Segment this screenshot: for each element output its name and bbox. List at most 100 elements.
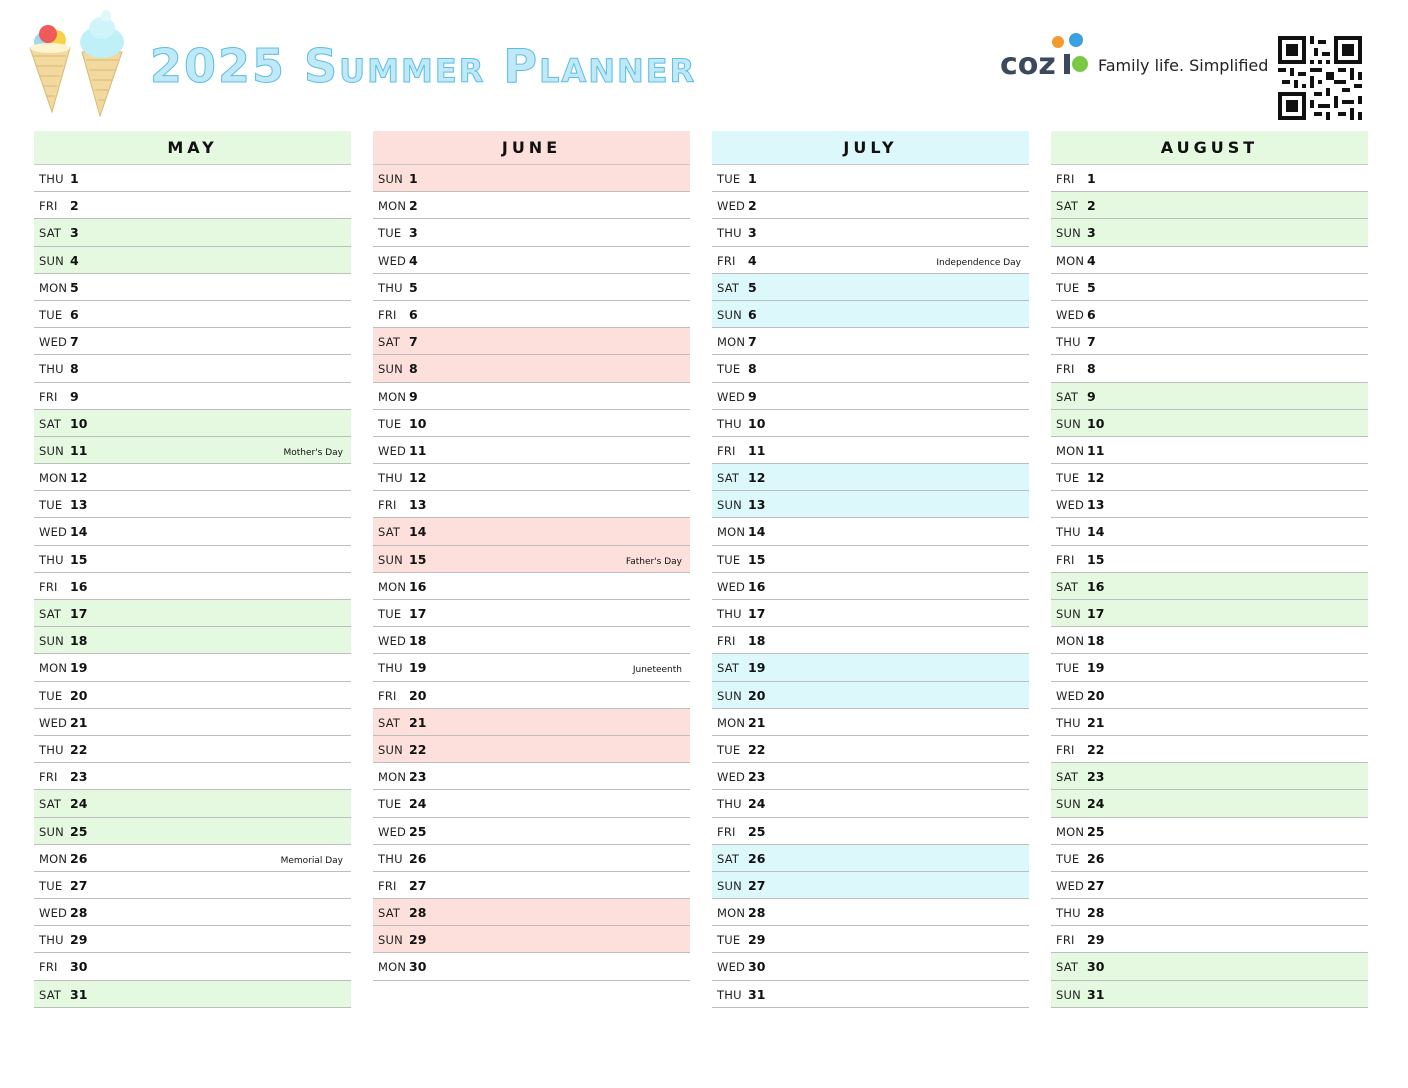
day-row[interactable]: SAT 31: [34, 980, 351, 1008]
day-row[interactable]: WED 9: [712, 383, 1029, 410]
day-row[interactable]: MON 4: [1051, 247, 1368, 274]
day-row[interactable]: THU 3: [712, 219, 1029, 247]
day-row[interactable]: SAT 12: [712, 464, 1029, 492]
day-row[interactable]: TUE 10: [373, 410, 690, 437]
day-row[interactable]: THU 21: [1051, 709, 1368, 736]
day-row[interactable]: SAT 28: [373, 899, 690, 927]
day-row[interactable]: FRI 20: [373, 682, 690, 709]
day-row[interactable]: TUE 27: [34, 872, 351, 900]
day-row[interactable]: SUN 22: [373, 735, 690, 764]
day-row[interactable]: FRI 4 Independence Day: [712, 247, 1029, 274]
day-row[interactable]: TUE 29: [712, 926, 1029, 954]
day-row[interactable]: FRI 8: [1051, 355, 1368, 383]
day-row[interactable]: MON 18: [1051, 627, 1368, 655]
day-row[interactable]: FRI 23: [34, 763, 351, 791]
day-row[interactable]: THU 17: [712, 600, 1029, 628]
day-row[interactable]: FRI 11: [712, 437, 1029, 465]
day-row[interactable]: MON 25: [1051, 818, 1368, 845]
day-row[interactable]: TUE 19: [1051, 654, 1368, 682]
day-row[interactable]: SUN 15 Father's Day: [373, 545, 690, 573]
day-row[interactable]: THU 5: [373, 274, 690, 301]
day-row[interactable]: MON 2: [373, 192, 690, 220]
day-row[interactable]: WED 27: [1051, 872, 1368, 900]
day-row[interactable]: THU 26: [373, 845, 690, 872]
day-row[interactable]: SAT 10: [34, 409, 351, 437]
day-row[interactable]: FRI 16: [34, 573, 351, 600]
day-row[interactable]: SUN 4: [34, 246, 351, 274]
day-row[interactable]: TUE 24: [373, 790, 690, 818]
day-row[interactable]: SUN 20: [712, 681, 1029, 709]
day-row[interactable]: SAT 23: [1051, 763, 1368, 791]
day-row[interactable]: TUE 1: [712, 165, 1029, 193]
day-row[interactable]: THU 19 Juneteenth: [373, 654, 690, 682]
day-row[interactable]: THU 14: [1051, 518, 1368, 546]
day-row[interactable]: FRI 6: [373, 301, 690, 329]
day-row[interactable]: SUN 6: [712, 300, 1029, 329]
day-row[interactable]: SAT 30: [1051, 953, 1368, 981]
day-row[interactable]: SUN 11 Mother's Day: [34, 436, 351, 465]
day-row[interactable]: SUN 10: [1051, 409, 1368, 437]
day-row[interactable]: THU 28: [1051, 899, 1368, 927]
day-row[interactable]: MON 28: [712, 899, 1029, 927]
day-row[interactable]: SAT 24: [34, 790, 351, 818]
day-row[interactable]: TUE 8: [712, 355, 1029, 383]
day-row[interactable]: THU 31: [712, 981, 1029, 1008]
day-row[interactable]: WED 30: [712, 953, 1029, 981]
day-row[interactable]: THU 12: [373, 464, 690, 492]
day-row[interactable]: SAT 14: [373, 518, 690, 546]
day-row[interactable]: SUN 17: [1051, 600, 1368, 628]
day-row[interactable]: WED 13: [1051, 491, 1368, 519]
day-row[interactable]: WED 20: [1051, 682, 1368, 709]
day-row[interactable]: FRI 30: [34, 953, 351, 981]
day-row[interactable]: FRI 25: [712, 818, 1029, 845]
day-row[interactable]: WED 14: [34, 518, 351, 546]
day-row[interactable]: FRI 9: [34, 383, 351, 410]
day-row[interactable]: SAT 16: [1051, 572, 1368, 600]
day-row[interactable]: WED 23: [712, 763, 1029, 791]
day-row[interactable]: SUN 25: [34, 817, 351, 845]
day-row[interactable]: MON 23: [373, 763, 690, 791]
day-row[interactable]: WED 7: [34, 328, 351, 356]
day-row[interactable]: TUE 17: [373, 600, 690, 628]
day-row[interactable]: WED 11: [373, 437, 690, 465]
day-row[interactable]: WED 16: [712, 573, 1029, 600]
day-row[interactable]: FRI 29: [1051, 926, 1368, 954]
day-row[interactable]: SAT 2: [1051, 192, 1368, 220]
day-row[interactable]: SUN 29: [373, 926, 690, 954]
day-row[interactable]: TUE 13: [34, 491, 351, 519]
day-row[interactable]: SAT 19: [712, 654, 1029, 682]
day-row[interactable]: TUE 6: [34, 301, 351, 329]
day-row[interactable]: THU 1: [34, 165, 351, 193]
day-row[interactable]: SAT 26: [712, 844, 1029, 872]
day-row[interactable]: SUN 24: [1051, 790, 1368, 818]
day-row[interactable]: TUE 20: [34, 682, 351, 709]
day-row[interactable]: SUN 13: [712, 491, 1029, 519]
day-row[interactable]: SAT 3: [34, 219, 351, 247]
day-row[interactable]: SAT 9: [1051, 382, 1368, 410]
day-row[interactable]: FRI 13: [373, 491, 690, 519]
day-row[interactable]: WED 25: [373, 818, 690, 845]
day-row[interactable]: MON 12: [34, 464, 351, 492]
day-row[interactable]: TUE 12: [1051, 464, 1368, 492]
day-row[interactable]: THU 10: [712, 410, 1029, 437]
day-row[interactable]: MON 14: [712, 518, 1029, 546]
day-row[interactable]: THU 8: [34, 355, 351, 383]
day-row[interactable]: MON 30: [373, 953, 690, 981]
day-row[interactable]: FRI 18: [712, 627, 1029, 655]
day-row[interactable]: WED 18: [373, 627, 690, 655]
day-row[interactable]: MON 16: [373, 573, 690, 600]
day-row[interactable]: THU 22: [34, 736, 351, 764]
day-row[interactable]: MON 7: [712, 328, 1029, 356]
day-row[interactable]: FRI 15: [1051, 546, 1368, 573]
day-row[interactable]: WED 28: [34, 899, 351, 927]
day-row[interactable]: TUE 3: [373, 219, 690, 247]
day-row[interactable]: SUN 1: [373, 165, 690, 193]
day-row[interactable]: FRI 27: [373, 872, 690, 900]
day-row[interactable]: THU 24: [712, 790, 1029, 818]
day-row[interactable]: THU 15: [34, 546, 351, 573]
day-row[interactable]: MON 5: [34, 274, 351, 301]
day-row[interactable]: WED 4: [373, 247, 690, 274]
day-row[interactable]: TUE 22: [712, 736, 1029, 764]
day-row[interactable]: MON 21: [712, 709, 1029, 736]
day-row[interactable]: WED 21: [34, 709, 351, 736]
